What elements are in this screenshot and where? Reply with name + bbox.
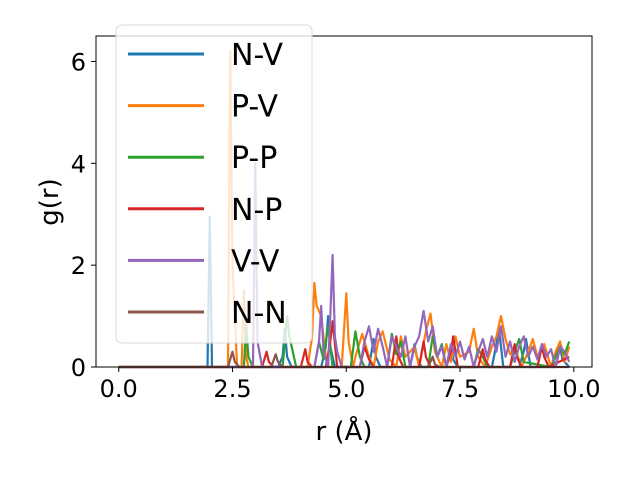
y-tick-label: 0: [71, 354, 86, 382]
legend-label-n-n: N-N: [231, 296, 287, 331]
x-tick-label: 5.0: [327, 375, 365, 403]
legend-label-p-p: P-P: [231, 141, 277, 176]
y-tick-label: 4: [71, 150, 86, 178]
plot-frame: [95, 35, 593, 368]
series-line-v-v: [118, 162, 571, 369]
x-tick-label: 10.0: [547, 375, 600, 403]
x-tick-label: 7.5: [441, 375, 479, 403]
x-axis-label: r (Å): [315, 415, 372, 447]
legend: N-V P-V P-P N-P V-V N-N: [115, 24, 313, 344]
y-tick-label: 6: [71, 48, 86, 76]
y-axis-label: g(r): [35, 178, 65, 225]
x-axis: 0.0 2.5 5.0 7.5 10.0: [100, 367, 601, 403]
legend-label-n-p: N-P: [231, 193, 282, 228]
legend-label-v-v: V-V: [231, 244, 280, 279]
x-tick-label: 2.5: [213, 375, 251, 403]
series-line-n-n: [118, 350, 570, 369]
legend-label-p-v: P-V: [231, 90, 278, 125]
x-tick-label: 0.0: [100, 375, 138, 403]
y-tick-label: 2: [71, 252, 86, 280]
legend-label-n-v: N-V: [231, 38, 284, 73]
y-axis: 0 2 4 6: [71, 48, 96, 382]
